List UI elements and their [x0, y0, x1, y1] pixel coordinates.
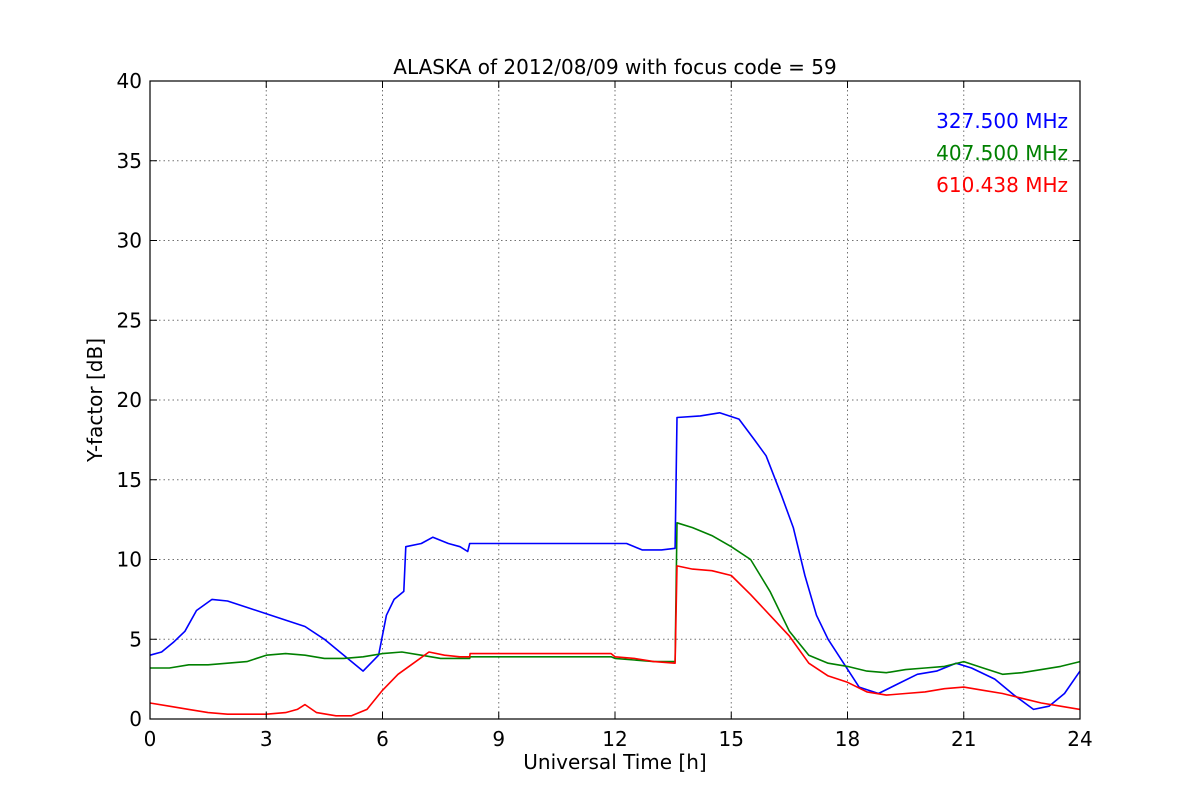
x-tick-label: 0 [144, 727, 157, 751]
x-tick-label: 9 [492, 727, 505, 751]
series-layer [149, 411, 1081, 717]
x-tick-label: 21 [951, 727, 976, 751]
legend: 327.500 MHz 407.500 MHz 610.438 MHz [936, 109, 1068, 197]
y-axis-label: Y-factor [dB] [83, 338, 107, 463]
x-tick-label: 3 [260, 727, 273, 751]
x-axis-label: Universal Time [h] [523, 750, 706, 774]
y-tick-label: 20 [117, 388, 142, 412]
legend-entry-327-500-mhz: 327.500 MHz [936, 109, 1068, 133]
y-tick-label: 5 [129, 627, 142, 651]
y-tick-label: 0 [129, 707, 142, 731]
x-tick-label: 18 [835, 727, 860, 751]
legend-entry-407-500-mhz: 407.500 MHz [936, 141, 1068, 165]
x-tick-label: 12 [602, 727, 627, 751]
tick-labels: 0 3 6 9 12 15 18 21 24 0 5 10 15 20 25 30 35 40 [117, 69, 1093, 751]
legend-entry-610-438-mhz: 610.438 MHz [936, 173, 1068, 197]
y-tick-label: 30 [117, 229, 142, 253]
y-tick-label: 35 [117, 149, 142, 173]
ticks [149, 80, 1081, 720]
x-tick-label: 24 [1067, 727, 1092, 751]
x-tick-label: 15 [719, 727, 744, 751]
x-tick-label: 6 [376, 727, 389, 751]
y-tick-label: 25 [117, 308, 142, 332]
y-tick-label: 40 [117, 69, 142, 93]
chart-title: ALASKA of 2012/08/09 with focus code = 5… [393, 55, 836, 79]
y-tick-label: 15 [117, 468, 142, 492]
series-line-610-438-mhz [149, 565, 1081, 717]
y-tick-label: 10 [117, 548, 142, 572]
series-line-327-500-mhz [149, 411, 1081, 711]
